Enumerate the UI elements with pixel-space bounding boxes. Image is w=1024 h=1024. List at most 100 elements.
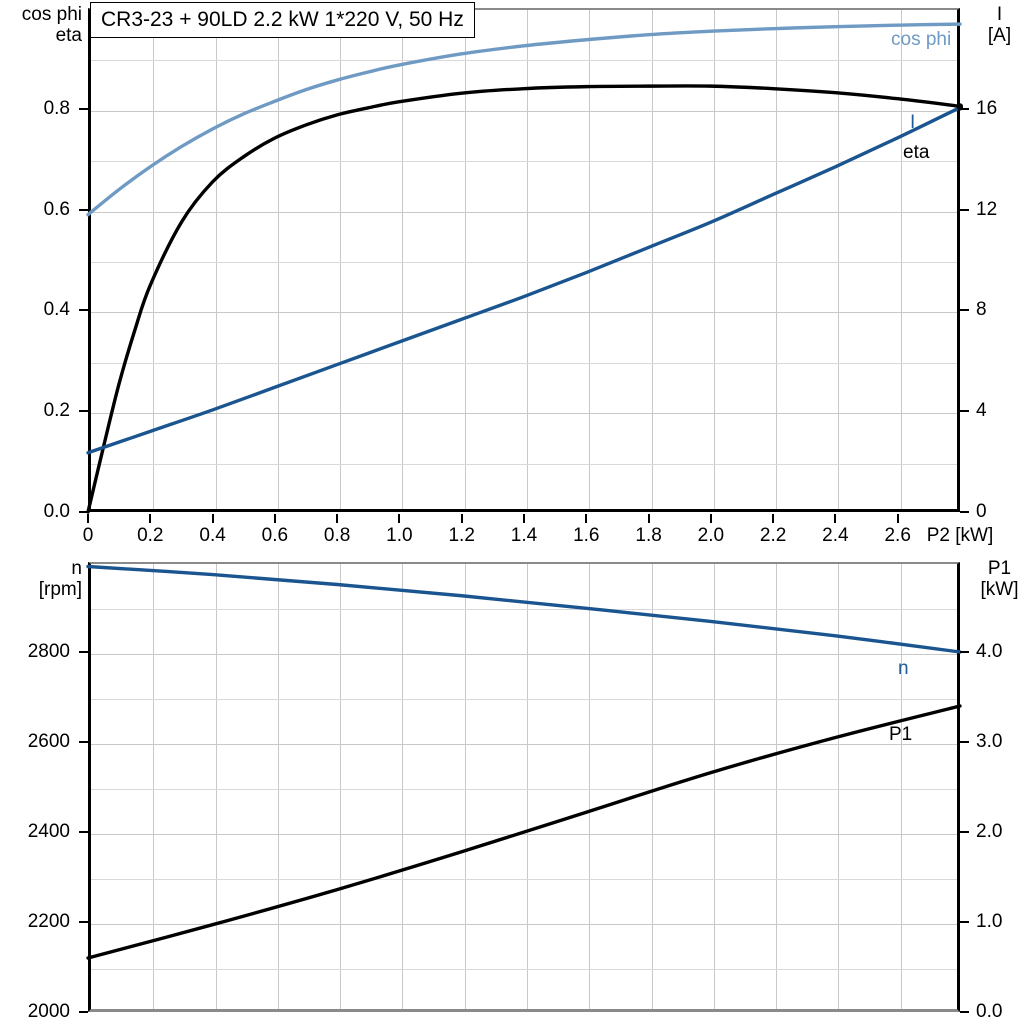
tick-left (79, 741, 88, 743)
bottom-right-axis-title: P1 [kW] (975, 558, 1024, 600)
tick-left (79, 107, 88, 110)
grid-line-vertical (464, 564, 466, 1009)
grid-line-vertical (340, 10, 342, 509)
grid-line-vertical (215, 10, 217, 509)
tick-bottom (647, 514, 650, 523)
grid-line-vertical (651, 564, 653, 1009)
tick-right (960, 741, 969, 743)
grid-line-horizontal (91, 744, 957, 745)
tick-right (960, 1011, 969, 1013)
top-plot-area (88, 8, 960, 512)
bottom-left-axis-title: n [rpm] (0, 558, 82, 600)
tick-label-left: 0.0 (43, 501, 70, 522)
tick-right (960, 921, 969, 923)
tick-label-left: 2400 (27, 821, 70, 842)
tick-left (79, 651, 88, 653)
tick-left (79, 1011, 88, 1013)
tick-label-bottom: 0.8 (323, 525, 351, 546)
tick-label-bottom: 0.2 (137, 525, 164, 546)
grid-line-vertical (277, 564, 279, 1009)
chart-title: CR3-23 + 90LD 2.2 kW 1*220 V, 50 Hz (101, 8, 464, 31)
x-axis-unit-label: P2 [kW] (926, 525, 994, 546)
grid-line-vertical (402, 564, 404, 1009)
tick-label-left: 2200 (27, 911, 70, 932)
tick-right (960, 511, 969, 513)
grid-line-vertical (153, 564, 155, 1009)
curve-label-eta: eta (903, 142, 930, 163)
tick-right (960, 651, 969, 653)
top-left-axis-title: cos phi eta (0, 4, 82, 46)
tick-label-bottom: 1.8 (635, 525, 662, 546)
grid-line-horizontal (91, 789, 957, 790)
tick-label-left: 0.4 (43, 299, 70, 321)
tick-right (960, 410, 969, 413)
tick-label-bottom: 0.4 (199, 525, 226, 546)
tick-label-right: 12 (976, 198, 998, 220)
tick-bottom (149, 514, 152, 523)
tick-right (960, 107, 969, 110)
curve-label-speed: n (898, 658, 909, 679)
curve-label-p1: P1 (889, 724, 913, 745)
grid-line-horizontal (91, 413, 957, 415)
bottom-chart: n [rpm] P1 [kW] n P1 2000 2200 2400 2600 280… (0, 545, 1024, 1024)
curve-p1 (86, 704, 962, 960)
grid-line-horizontal (91, 924, 957, 925)
tick-label-bottom: 1.4 (510, 525, 538, 546)
bottom-left-axis-title-line2: [rpm] (38, 579, 82, 600)
grid-line-vertical (527, 10, 528, 509)
tick-left (79, 921, 88, 923)
grid-line-vertical (776, 10, 778, 509)
top-left-axis-title-line1: cos phi (21, 4, 82, 25)
tick-label-bottom: 2.2 (759, 525, 787, 546)
curve-n (86, 564, 962, 654)
tick-label-right: 0.0 (976, 1001, 1003, 1022)
tick-label-left: 2600 (27, 731, 70, 752)
grid-line-horizontal (91, 362, 957, 364)
curve-cos-phi (86, 22, 962, 217)
curve-eta (86, 84, 962, 514)
curve-label-current: I (910, 112, 916, 133)
tick-label-left: 0.2 (43, 400, 70, 422)
top-right-axis-title-line2: [A] (987, 25, 1012, 46)
bottom-plot-area (88, 562, 960, 1012)
grid-line-vertical (838, 10, 840, 509)
tick-bottom (772, 514, 775, 523)
chart-title-box: CR3-23 + 90LD 2.2 kW 1*220 V, 50 Hz (90, 2, 475, 38)
curve-i (86, 105, 962, 455)
bottom-left-axis-title-line1: n (71, 558, 82, 579)
top-right-axis-title-line1: I (996, 4, 1003, 25)
tick-label-left: 0.8 (43, 97, 70, 119)
tick-bottom (460, 514, 463, 523)
grid-line-vertical (651, 10, 653, 509)
tick-bottom (585, 514, 588, 523)
grid-line-vertical (589, 10, 591, 509)
tick-label-bottom: 2.6 (884, 525, 911, 546)
grid-line-vertical (340, 564, 342, 1009)
grid-line-vertical (215, 564, 217, 1009)
grid-line-vertical (838, 564, 840, 1009)
tick-right (960, 208, 969, 211)
grid-line-vertical (900, 10, 902, 509)
curve-label-cos-phi: cos phi (891, 29, 952, 50)
tick-label-right: 0 (976, 501, 987, 522)
tick-label-bottom: 1.2 (448, 525, 475, 546)
grid-line-vertical (277, 10, 279, 509)
tick-bottom (87, 514, 89, 523)
tick-left (79, 831, 88, 833)
grid-line-horizontal (91, 879, 957, 880)
tick-label-right: 1.0 (976, 911, 1003, 932)
tick-left (79, 511, 88, 513)
bottom-right-axis-title-line2: [kW] (980, 579, 1019, 600)
tick-label-right: 16 (976, 97, 998, 119)
grid-line-horizontal (91, 654, 957, 655)
tick-label-right: 4 (976, 400, 987, 422)
grid-line-horizontal (91, 110, 957, 112)
grid-line-horizontal (91, 211, 957, 213)
top-right-axis-title: I [A] (975, 4, 1024, 46)
tick-bottom (834, 514, 837, 523)
grid-line-horizontal (91, 262, 957, 263)
tick-label-bottom: 0 (82, 525, 94, 546)
tick-label-bottom: 2.4 (822, 525, 849, 546)
tick-label-bottom: 1.6 (573, 525, 600, 546)
tick-label-right: 8 (976, 299, 987, 321)
